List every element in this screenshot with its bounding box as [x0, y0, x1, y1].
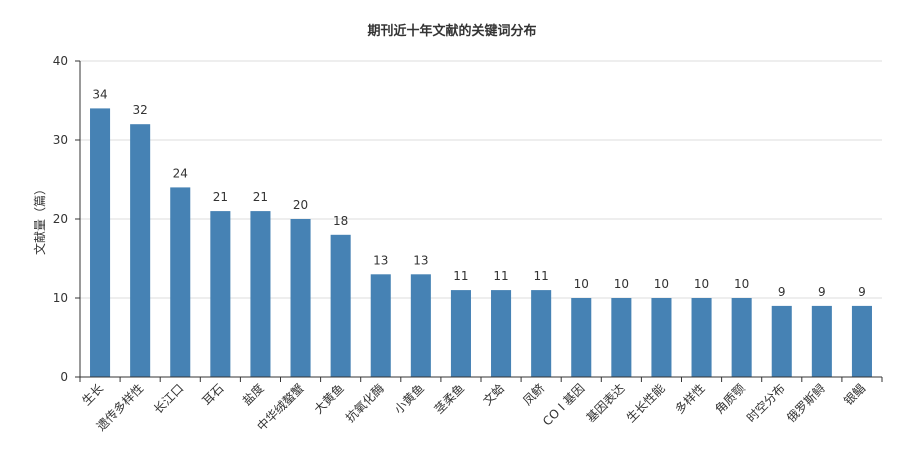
bar[interactable] — [210, 211, 231, 377]
x-tick-label: 生长 — [79, 381, 106, 408]
x-tick-label: 基因表达 — [584, 381, 628, 425]
data-label: 11 — [534, 269, 549, 283]
data-label: 21 — [213, 190, 228, 204]
x-tick-label: 长江口 — [151, 381, 186, 416]
chart-title: 期刊近十年文献的关键词分布 — [367, 23, 536, 39]
y-tick-label: 0 — [60, 370, 68, 384]
data-label: 32 — [133, 103, 148, 117]
x-tick-label: 盐度 — [239, 381, 267, 409]
bar[interactable] — [450, 290, 471, 377]
x-tick-label: 小黄鱼 — [392, 381, 427, 416]
data-label: 11 — [453, 269, 468, 283]
bar[interactable] — [290, 219, 311, 377]
data-label: 24 — [173, 166, 188, 180]
data-label: 9 — [778, 285, 786, 299]
x-tick-label: 耳石 — [200, 381, 227, 408]
bar[interactable] — [410, 274, 431, 377]
bar[interactable] — [811, 305, 832, 377]
bar[interactable] — [771, 305, 792, 377]
data-label: 34 — [92, 87, 107, 101]
bar[interactable] — [130, 124, 151, 377]
data-label: 13 — [413, 253, 428, 267]
y-tick-label: 10 — [53, 291, 68, 305]
data-label: 9 — [858, 285, 866, 299]
bar[interactable] — [691, 298, 712, 377]
data-label: 10 — [574, 277, 589, 291]
data-label: 10 — [734, 277, 749, 291]
bar[interactable] — [611, 298, 632, 377]
data-label: 10 — [694, 277, 709, 291]
x-tick-label: 凤鲚 — [520, 381, 548, 409]
x-tick-label: 俄罗斯鲟 — [784, 381, 828, 425]
bar[interactable] — [851, 305, 872, 377]
y-tick-label: 30 — [53, 133, 68, 147]
bar[interactable] — [370, 274, 391, 377]
y-tick-label: 20 — [53, 212, 68, 226]
data-label: 13 — [373, 253, 388, 267]
x-tick-label: 多样性 — [672, 381, 708, 417]
x-tick-label: 茎柔鱼 — [432, 381, 467, 416]
bar[interactable] — [571, 298, 592, 377]
x-tick-label: 角质颚 — [712, 381, 747, 416]
data-label: 21 — [253, 190, 268, 204]
bar[interactable] — [651, 298, 672, 377]
bar[interactable] — [90, 108, 111, 378]
bar[interactable] — [731, 298, 752, 377]
data-label: 10 — [614, 277, 629, 291]
x-tick-label: CO I 基因 — [540, 381, 587, 428]
bar[interactable] — [531, 290, 552, 377]
gridlines — [80, 60, 882, 299]
data-label: 11 — [493, 269, 508, 283]
data-label: 9 — [818, 285, 826, 299]
x-tick-label: 大黄鱼 — [311, 381, 346, 416]
bar[interactable] — [250, 211, 271, 377]
x-tick-label: 银鲳 — [841, 381, 868, 408]
y-axis: 0 10 20 30 40 — [53, 54, 81, 384]
y-tick-label: 40 — [53, 54, 68, 68]
x-tick-label: 时空分布 — [744, 381, 788, 425]
x-tick-label: 文蛤 — [480, 381, 508, 409]
bar[interactable] — [330, 234, 351, 377]
x-tick-label: 抗氧化酶 — [342, 381, 387, 426]
bar[interactable] — [491, 290, 512, 377]
x-tick-label: 生长性能 — [624, 381, 668, 425]
bar[interactable] — [170, 187, 191, 377]
data-label: 18 — [333, 214, 348, 228]
y-axis-label: 文献量（篇） — [32, 183, 47, 255]
data-label: 20 — [293, 198, 308, 212]
bars: 34 32 24 21 21 20 18 13 13 11 11 11 10 10 10 10 10 9 9 9 — [90, 87, 872, 378]
data-label: 10 — [654, 277, 669, 291]
